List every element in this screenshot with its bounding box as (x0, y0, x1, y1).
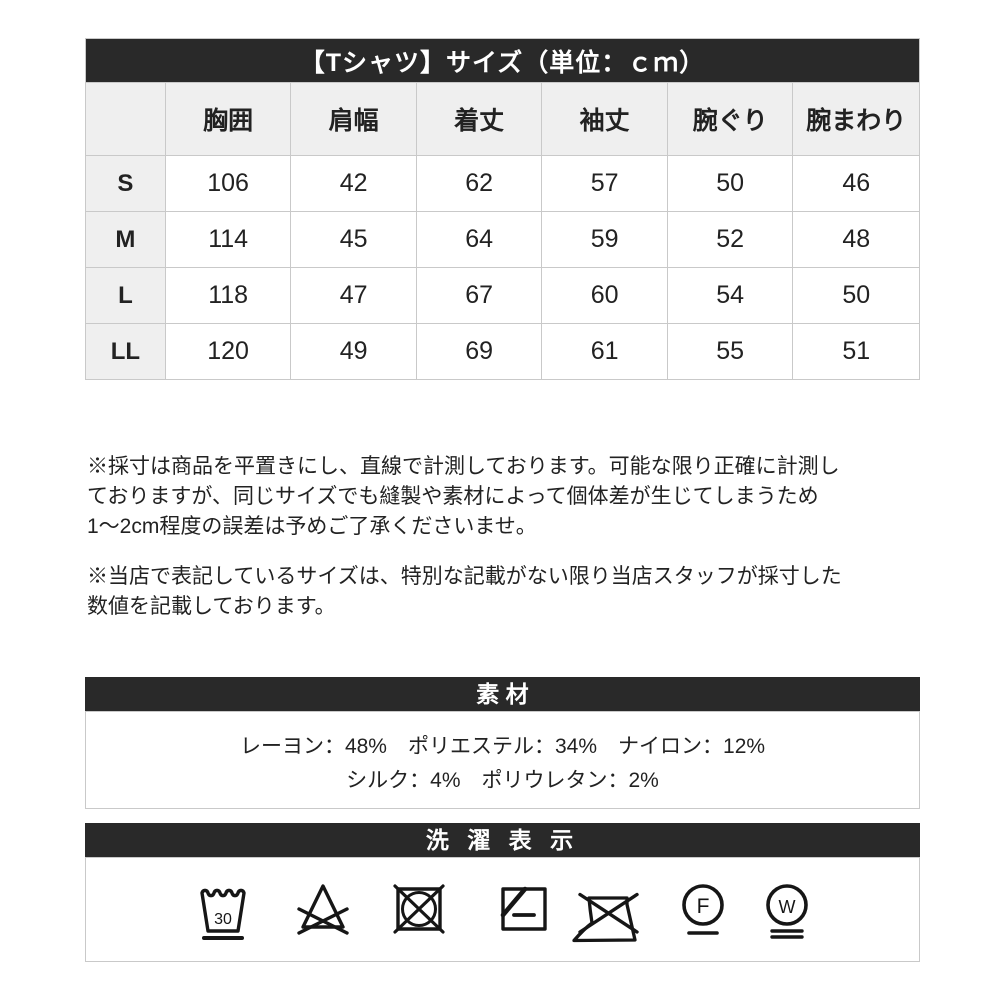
svg-text:W: W (779, 897, 796, 917)
svg-text:F: F (697, 895, 710, 918)
svg-text:30: 30 (214, 911, 232, 928)
